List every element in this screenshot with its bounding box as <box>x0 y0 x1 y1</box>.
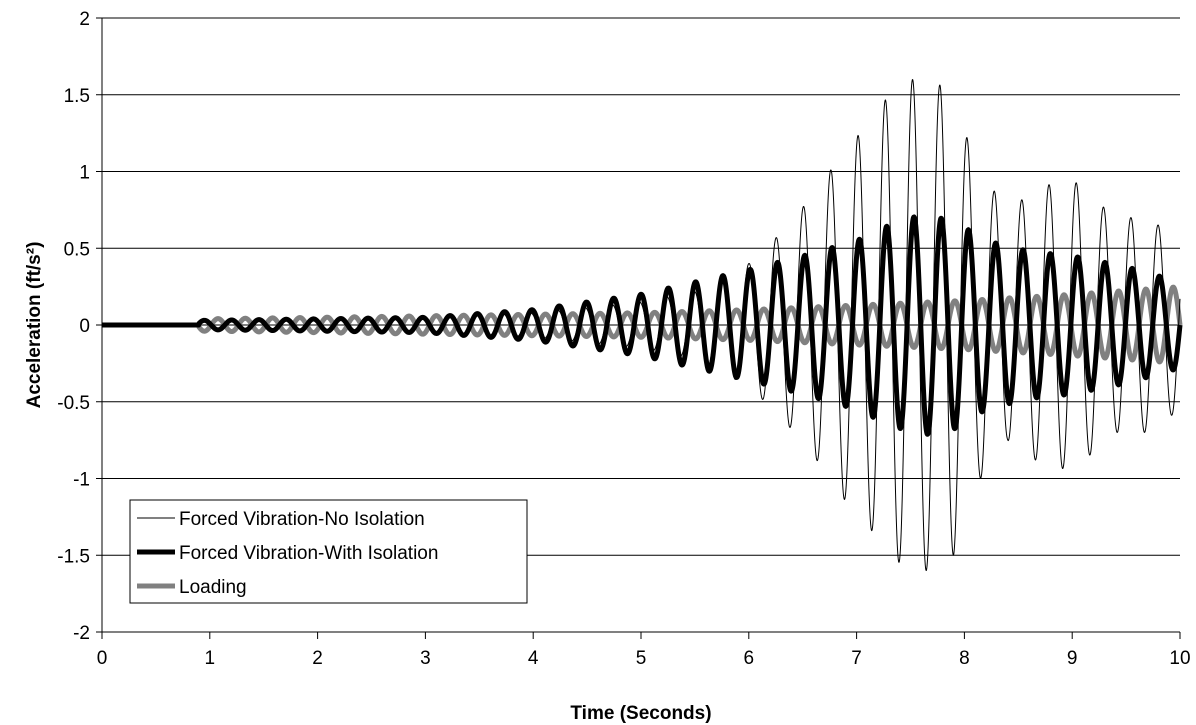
x-tick-label: 7 <box>851 648 862 669</box>
y-tick-label: 1 <box>79 163 90 184</box>
x-tick-label: 6 <box>744 648 755 669</box>
y-tick-label: -1.5 <box>57 546 90 567</box>
legend-label-loading: Loading <box>179 577 247 598</box>
x-tick-label: 5 <box>636 648 647 669</box>
legend-label-with-isolation: Forced Vibration-With Isolation <box>179 543 438 564</box>
y-tick-label: -1 <box>73 470 90 491</box>
x-tick-label: 8 <box>959 648 970 669</box>
x-tick-label: 2 <box>312 648 323 669</box>
series-no-isolation <box>101 78 1181 572</box>
y-tick-label: 2 <box>79 9 90 30</box>
x-tick-label: 1 <box>205 648 216 669</box>
legend-box <box>129 499 528 604</box>
series-group <box>99 78 1183 572</box>
x-axis-title: Time (Seconds) <box>570 703 711 724</box>
x-tick-label: 10 <box>1169 648 1190 669</box>
y-tick-label: 0 <box>79 316 90 337</box>
tick-labels: 2 1.5 1 0.5 0 -0.5 -1 -1.5 -2 0 1 2 3 4 5 6 7 8 9 10 <box>57 9 1190 669</box>
x-tick-label: 3 <box>420 648 431 669</box>
axes <box>96 17 1181 639</box>
legend-label-no-isolation: Forced Vibration-No Isolation <box>179 509 425 530</box>
y-tick-label: -0.5 <box>57 393 90 414</box>
x-tick-label: 9 <box>1067 648 1078 669</box>
series-with-isolation <box>99 214 1183 437</box>
y-tick-label: -2 <box>73 623 90 644</box>
series-loading <box>99 284 1183 365</box>
x-tick-label: 0 <box>97 648 108 669</box>
x-tick-label: 4 <box>528 648 539 669</box>
y-tick-label: 1.5 <box>64 86 90 107</box>
y-tick-label: 0.5 <box>64 239 90 260</box>
legend: Forced Vibration-No Isolation Forced Vib… <box>129 499 528 604</box>
y-axis-title: Acceleration (ft/s²) <box>24 242 45 409</box>
